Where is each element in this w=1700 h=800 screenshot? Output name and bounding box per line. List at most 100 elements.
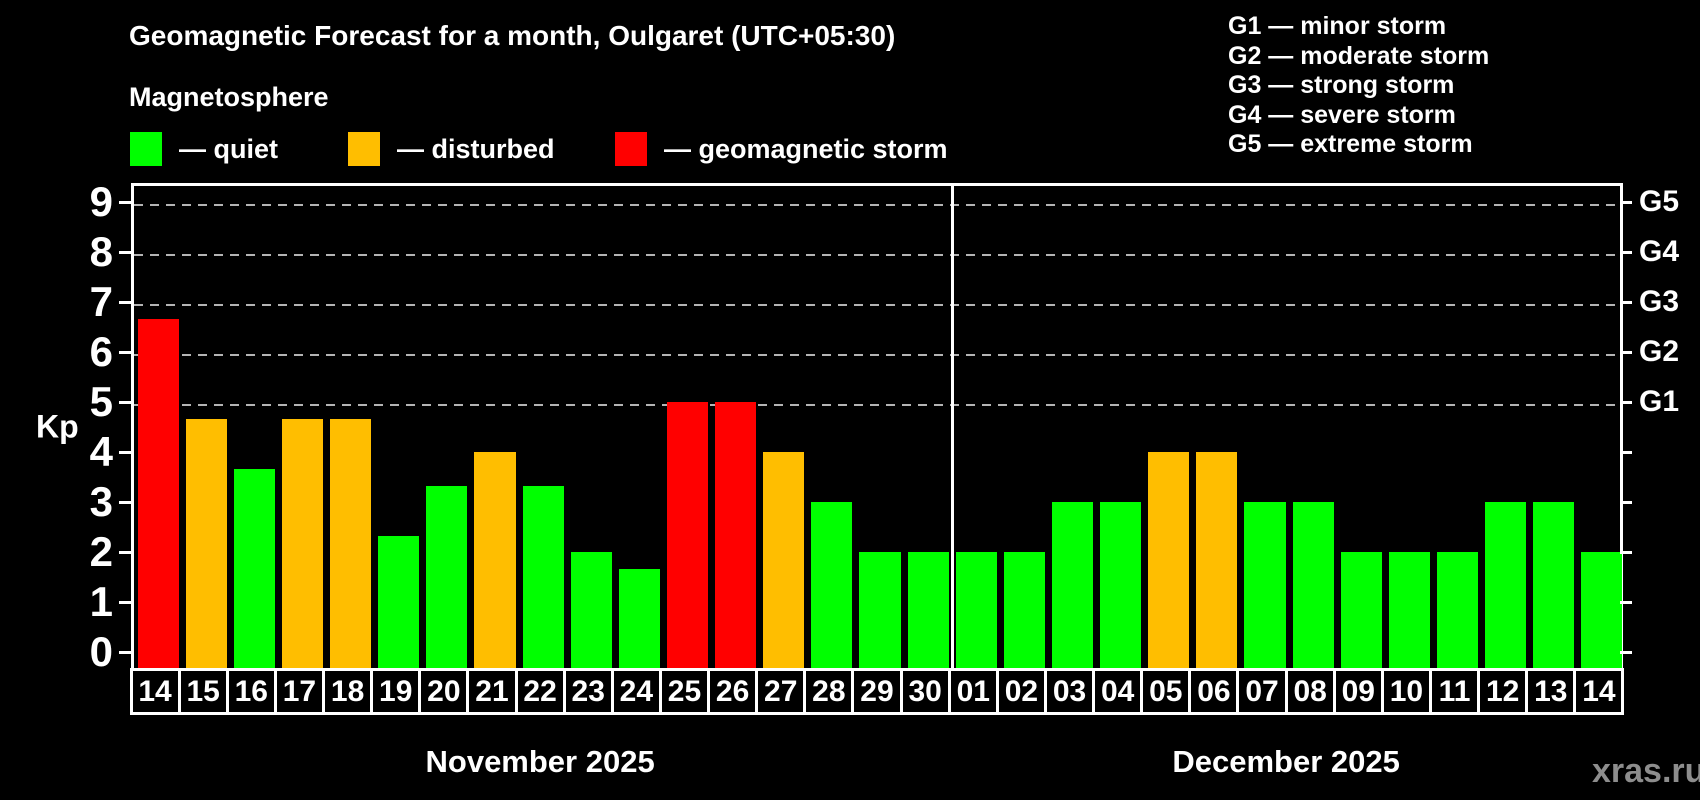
day-label-25: 25 [658, 668, 711, 715]
kp-bar-nov-19 [378, 535, 420, 668]
day-label-01: 01 [947, 668, 999, 715]
gridline-g3 [134, 304, 1620, 306]
disturbed-swatch [348, 132, 380, 166]
day-label-04: 04 [1092, 668, 1144, 715]
y-axis-tick-left [119, 250, 131, 254]
day-label-24: 24 [610, 668, 662, 715]
y-axis-label-2: 2 [89, 528, 113, 575]
day-label-28: 28 [803, 668, 855, 715]
storm-legend-line-2: G2 — moderate storm [1228, 41, 1490, 70]
kp-bar-dec-14 [1581, 552, 1623, 668]
day-label-02: 02 [995, 668, 1047, 715]
kp-bar-nov-24 [618, 568, 660, 668]
kp-bar-nov-14 [137, 318, 179, 668]
day-label-30: 30 [899, 668, 951, 715]
day-label-14: 14 [1573, 668, 1625, 715]
legend-item-quiet: — quiet [130, 130, 278, 168]
kp-bar-nov-28 [811, 502, 853, 668]
y-axis-label-4: 4 [89, 428, 113, 475]
kp-bar-dec-10 [1388, 552, 1430, 668]
kp-bar-nov-17 [281, 418, 323, 668]
y-axis-tick-left [119, 450, 131, 454]
day-label-23: 23 [562, 668, 614, 715]
y-axis-tick-left [119, 300, 131, 304]
kp-bar-nov-23 [570, 552, 612, 668]
day-label-29: 29 [851, 668, 903, 715]
day-label-05: 05 [1140, 668, 1192, 715]
y-axis-label-1: 1 [89, 578, 113, 625]
y-axis-label-3: 3 [89, 478, 113, 525]
y-axis-label-0: 0 [89, 628, 113, 675]
day-label-27: 27 [755, 668, 807, 715]
kp-bar-dec-02 [1003, 552, 1045, 668]
storm-legend-line-5: G5 — extreme storm [1228, 130, 1473, 158]
storm-legend-line-4: G4 — severe storm [1228, 100, 1456, 129]
watermark: xras.ru [1592, 752, 1700, 790]
legend-item-storm: — geomagnetic storm [615, 130, 948, 168]
y-axis-tick-right [1620, 400, 1632, 404]
kp-bar-nov-15 [185, 418, 227, 668]
kp-bar-dec-04 [1100, 502, 1142, 668]
day-label-26: 26 [707, 668, 759, 715]
y-axis-label-6: 6 [89, 328, 113, 375]
storm-legend-line-3: G3 — strong storm [1228, 71, 1455, 99]
kp-bar-dec-08 [1292, 502, 1334, 668]
gridline-g1 [134, 404, 1620, 406]
kp-bar-dec-06 [1196, 452, 1238, 668]
day-label-08: 08 [1284, 668, 1336, 715]
y-axis-tick-left [119, 550, 131, 554]
day-label-20: 20 [418, 668, 470, 715]
day-label-06: 06 [1188, 668, 1240, 715]
legend-item-disturbed: — disturbed [348, 130, 555, 168]
day-label-13: 13 [1525, 668, 1577, 715]
day-label-18: 18 [322, 668, 374, 715]
day-label-15: 15 [177, 668, 229, 715]
month-label-november: November 2025 [425, 744, 655, 779]
y-axis-tick-right [1620, 300, 1632, 304]
kp-bar-dec-07 [1244, 502, 1286, 668]
g-scale-label-g5: G5 [1639, 185, 1680, 218]
legend-label-storm: — geomagnetic storm [664, 133, 948, 164]
day-label-09: 09 [1332, 668, 1384, 715]
kp-bar-dec-03 [1051, 502, 1094, 668]
day-label-14: 14 [129, 668, 181, 715]
kp-bar-nov-16 [233, 468, 275, 668]
y-axis-tick-left [119, 350, 131, 354]
kp-bar-nov-25 [666, 402, 709, 668]
quiet-swatch [130, 132, 162, 166]
kp-bar-dec-05 [1148, 452, 1190, 668]
y-axis-label-9: 9 [89, 178, 113, 225]
y-axis-tick-left [119, 500, 131, 504]
y-axis-tick-right [1620, 250, 1632, 254]
kp-bar-nov-29 [859, 552, 901, 668]
y-axis-tick-right [1620, 200, 1632, 204]
y-axis-tick-right [1620, 650, 1632, 654]
y-axis-tick-right [1620, 500, 1632, 504]
plot-area [131, 183, 1623, 668]
kp-bar-nov-18 [330, 418, 372, 668]
kp-bar-nov-22 [522, 485, 564, 668]
y-axis-tick-left [119, 650, 131, 654]
y-axis-label-7: 7 [89, 278, 113, 325]
kp-bar-nov-27 [763, 452, 805, 668]
y-axis-tick-left [119, 200, 131, 204]
y-axis-label-5: 5 [89, 378, 113, 425]
month-separator [950, 186, 954, 668]
legend-label-disturbed: — disturbed [397, 133, 555, 164]
storm-scale-legend: G1 — minor storm G2 — moderate storm G3 — … [1228, 12, 1489, 160]
y-axis-label-8: 8 [89, 228, 113, 275]
g-scale-label-g1: G1 [1639, 385, 1680, 418]
kp-bar-nov-26 [715, 402, 757, 668]
gridline-g5 [134, 204, 1620, 206]
day-label-19: 19 [370, 668, 422, 715]
day-label-22: 22 [514, 668, 566, 715]
day-label-03: 03 [1043, 668, 1096, 715]
g-scale-label-g4: G4 [1639, 235, 1680, 268]
gridline-g4 [134, 254, 1620, 256]
y-axis-tick-right [1620, 350, 1632, 354]
gridline-g2 [134, 354, 1620, 356]
kp-bar-nov-21 [474, 452, 516, 668]
storm-legend-line-1: G1 — minor storm [1228, 12, 1447, 40]
day-label-11: 11 [1428, 668, 1481, 715]
